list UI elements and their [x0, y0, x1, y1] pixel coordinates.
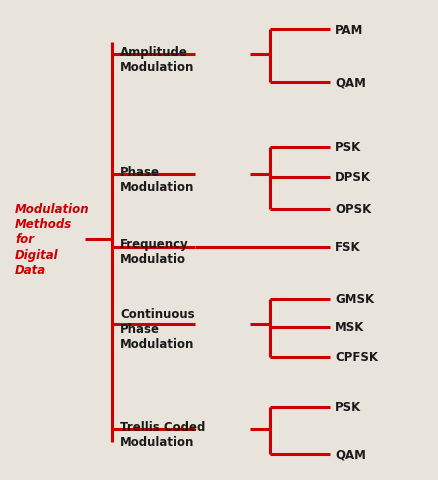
- Text: FSK: FSK: [334, 241, 360, 254]
- Text: Modulation
Methods
for
Digital
Data: Modulation Methods for Digital Data: [15, 203, 89, 276]
- Text: QAM: QAM: [334, 447, 365, 460]
- Text: Frequency
Modulatio: Frequency Modulatio: [120, 238, 188, 265]
- Text: DPSK: DPSK: [334, 171, 370, 184]
- Text: PSK: PSK: [334, 401, 360, 414]
- Text: PAM: PAM: [334, 24, 363, 36]
- Text: CPFSK: CPFSK: [334, 351, 377, 364]
- Text: OPSK: OPSK: [334, 203, 371, 216]
- Text: Amplitude
Modulation: Amplitude Modulation: [120, 46, 194, 74]
- Text: Trellis Coded
Modulation: Trellis Coded Modulation: [120, 420, 205, 448]
- Text: GMSK: GMSK: [334, 293, 373, 306]
- Text: Continuous
Phase
Modulation: Continuous Phase Modulation: [120, 308, 194, 351]
- Text: PSK: PSK: [334, 141, 360, 154]
- Text: MSK: MSK: [334, 321, 364, 334]
- Text: Phase
Modulation: Phase Modulation: [120, 166, 194, 193]
- Text: QAM: QAM: [334, 76, 365, 89]
